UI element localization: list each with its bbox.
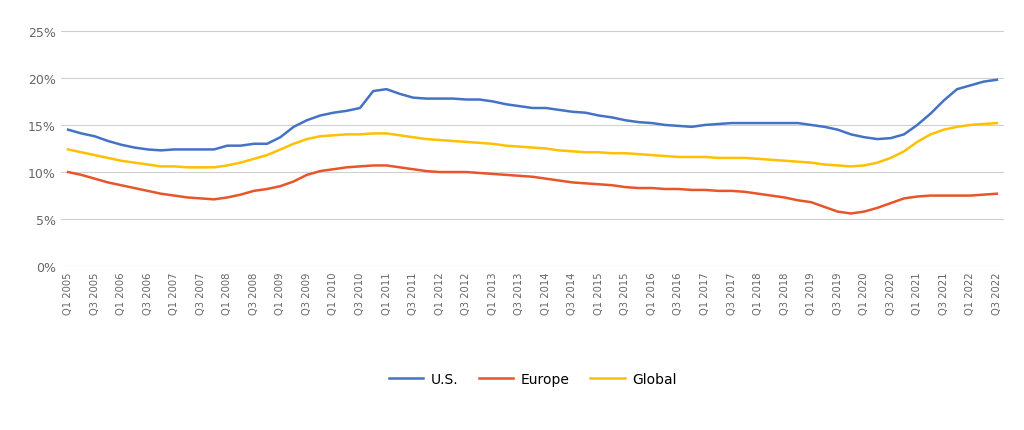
Europe bbox=[633, 186, 645, 191]
Europe bbox=[925, 194, 937, 199]
Europe bbox=[526, 175, 539, 180]
Global bbox=[61, 147, 74, 153]
Line: Global: Global bbox=[68, 124, 997, 168]
Europe bbox=[965, 194, 977, 199]
Europe bbox=[61, 170, 74, 175]
U.S. bbox=[61, 128, 74, 133]
Global bbox=[778, 159, 791, 164]
Global bbox=[526, 146, 539, 151]
Legend: U.S., Europe, Global: U.S., Europe, Global bbox=[383, 366, 682, 392]
Europe bbox=[195, 197, 207, 202]
Global bbox=[991, 121, 1004, 126]
Global bbox=[633, 152, 645, 157]
Global bbox=[341, 132, 353, 138]
Line: Europe: Europe bbox=[68, 166, 997, 214]
Europe bbox=[845, 212, 857, 217]
U.S. bbox=[155, 148, 167, 154]
U.S. bbox=[633, 120, 645, 126]
Europe bbox=[991, 192, 1004, 197]
U.S. bbox=[991, 78, 1004, 83]
Europe bbox=[88, 177, 100, 182]
Global bbox=[88, 153, 100, 158]
U.S. bbox=[88, 134, 100, 139]
Global bbox=[181, 166, 194, 171]
U.S. bbox=[526, 106, 539, 111]
Line: U.S.: U.S. bbox=[68, 80, 997, 151]
Global bbox=[951, 125, 964, 130]
U.S. bbox=[778, 121, 791, 126]
Europe bbox=[368, 163, 380, 169]
U.S. bbox=[341, 109, 353, 114]
U.S. bbox=[951, 87, 964, 92]
